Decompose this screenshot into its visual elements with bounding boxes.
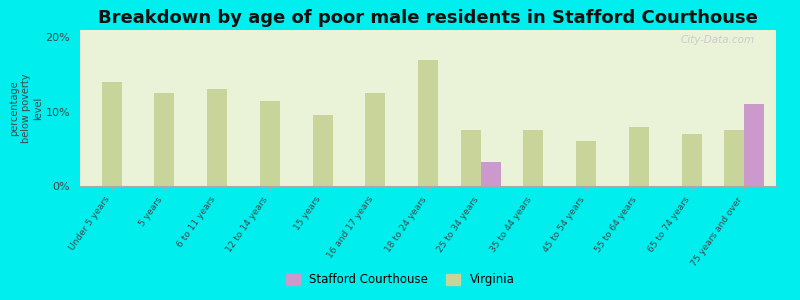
Bar	[207, 89, 227, 186]
Bar	[154, 93, 174, 186]
Bar	[313, 116, 333, 186]
Bar	[629, 127, 649, 186]
Y-axis label: percentage
below poverty
level: percentage below poverty level	[10, 73, 42, 143]
Bar	[481, 162, 501, 186]
Bar	[461, 130, 481, 186]
Bar	[682, 134, 702, 186]
Bar	[576, 141, 596, 186]
Bar	[102, 82, 122, 186]
Bar	[744, 104, 765, 186]
Bar	[523, 130, 543, 186]
Title: Breakdown by age of poor male residents in Stafford Courthouse: Breakdown by age of poor male residents …	[98, 9, 758, 27]
Bar	[260, 100, 280, 186]
Bar	[366, 93, 386, 186]
Text: City-Data.com: City-Data.com	[681, 35, 755, 45]
Legend: Stafford Courthouse, Virginia: Stafford Courthouse, Virginia	[281, 269, 519, 291]
Bar	[724, 130, 744, 186]
Bar	[418, 60, 438, 186]
